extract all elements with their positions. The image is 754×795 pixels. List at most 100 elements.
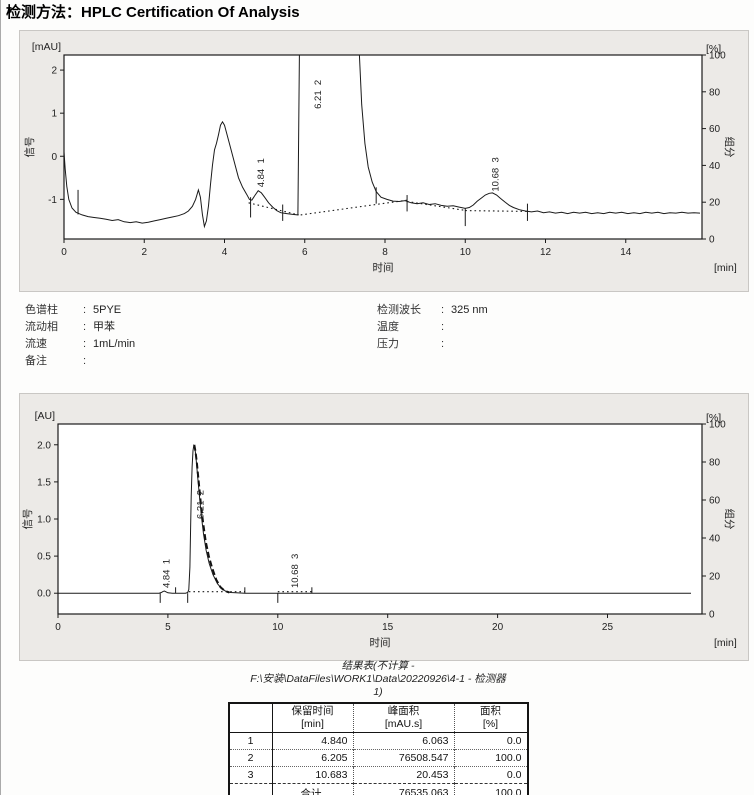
peak-label: 10.68 3 <box>490 157 501 191</box>
results-cell: 20.453 <box>352 765 454 784</box>
y2-axis-unit: [%] <box>706 412 721 424</box>
param-label: 流速 <box>25 338 47 350</box>
param-row: 压力: <box>377 336 488 353</box>
param-row: 温度: <box>377 319 488 336</box>
results-table-body: 1 4.840 6.063 0.0 2 6.205 76508.547 100.0 3 10.68… <box>228 731 528 795</box>
results-col-header: 面积 [%] <box>453 703 528 733</box>
peak-tail-dashed <box>193 444 230 594</box>
plot-frame <box>57 423 703 615</box>
param-label: 压力 <box>377 338 399 350</box>
param-colon: : <box>83 304 87 316</box>
param-label: 色谱柱 <box>25 304 58 316</box>
x-tick-label: 6 <box>302 247 308 258</box>
x-tick-label: 14 <box>620 247 632 258</box>
results-cell: 10.683 <box>271 765 353 784</box>
x-tick-label: 0 <box>61 247 67 258</box>
results-col-header: 保留时间 [min] <box>271 703 353 733</box>
peak-label: 6.21 2 <box>195 490 206 519</box>
x-tick-label: 8 <box>382 247 388 258</box>
param-label: 检测波长 <box>377 304 421 316</box>
param-colon: : <box>441 338 445 350</box>
x-axis-label: 时间 <box>370 636 391 649</box>
results-table-head: 保留时间 [min] 峰面积 [mAU.s] 面积 [%] <box>228 703 528 733</box>
results-row: 3 10.683 20.453 0.0 <box>228 765 528 784</box>
y-axis-unit: [AU] <box>35 410 56 422</box>
param-value: 1mL/min <box>93 338 136 350</box>
y-axis-title: 信号 <box>24 137 36 158</box>
param-value: 甲苯 <box>93 321 115 333</box>
results-cell: 2 <box>228 748 272 767</box>
y-tick-label: 2 <box>51 66 57 77</box>
y2-tick-label: 60 <box>709 496 721 507</box>
y2-tick-label: 100 <box>709 420 726 431</box>
results-cell: 100.0 <box>453 748 528 767</box>
results-cell: 合计 <box>271 782 353 795</box>
peak-label: 4.84 1 <box>162 559 173 588</box>
param-row: 备注: <box>25 353 135 370</box>
chromatogram-panel-bottom: 0 5 10 15 20 25 0.0 0.5 1.0 1.5 2.0 0 20 40 60 80 100 [AU… <box>19 393 749 661</box>
y2-tick-label: 40 <box>709 161 721 172</box>
results-col-header: 峰面积 [mAU.s] <box>352 703 454 733</box>
params-left: 色谱柱:5PYE 流动相: 甲苯 流速:1mL/min 备注: <box>25 302 135 370</box>
param-row: 色谱柱:5PYE <box>25 302 135 319</box>
param-row: 检测波长:325 nm <box>377 302 488 319</box>
y2-tick-label: 100 <box>709 51 726 62</box>
param-colon: : <box>83 321 87 333</box>
signal-trace <box>58 444 691 594</box>
x-tick-label: 5 <box>165 622 171 633</box>
param-row: 流动相: 甲苯 <box>25 319 135 336</box>
param-colon: : <box>441 321 445 333</box>
peak-label: 4.84 1 <box>256 158 267 187</box>
x-tick-label: 20 <box>492 622 504 633</box>
page-title: 检测方法：HPLC Certification Of Analysis <box>6 4 300 21</box>
param-label: 流动相 <box>25 321 58 333</box>
y-tick-label: -1 <box>48 195 57 206</box>
plot-frame <box>63 54 703 240</box>
y2-tick-label: 20 <box>709 572 721 583</box>
y2-tick-label: 80 <box>709 87 721 98</box>
results-col-header <box>228 703 272 733</box>
param-row: 流速:1mL/min <box>25 336 135 353</box>
results-title-line1: 结果表(不计算 - <box>341 660 415 672</box>
x-axis-unit: [min] <box>714 637 737 649</box>
x-tick-label: 4 <box>222 247 228 258</box>
results-section: 结果表(不计算 - F:\安装\DataFiles\WORK1\Data\202… <box>1 660 754 795</box>
results-cell: 3 <box>228 765 272 784</box>
y2-axis-title: 组分 <box>723 137 736 158</box>
params-right: 检测波长:325 nm 温度: 压力: <box>377 302 488 353</box>
y-tick-label: 0.5 <box>37 552 51 563</box>
y2-tick-label: 40 <box>709 534 721 545</box>
y-tick-label: 1.5 <box>37 477 51 488</box>
chromatogram-chart-bottom: 0 5 10 15 20 25 0.0 0.5 1.0 1.5 2.0 0 20 40 60 80 100 [AU… <box>22 410 737 649</box>
integration-baseline <box>407 200 464 211</box>
y-tick-label: 0.0 <box>37 589 51 600</box>
y-tick-label: 1.0 <box>37 515 51 526</box>
x-axis-label: 时间 <box>373 261 394 274</box>
y2-axis-title: 组分 <box>723 509 736 530</box>
y2-tick-label: 80 <box>709 458 721 469</box>
peak-label: 6.21 2 <box>313 80 324 109</box>
x-tick-label: 10 <box>272 622 284 633</box>
x-tick-label: 25 <box>602 622 614 633</box>
param-value: 5PYE <box>93 304 122 316</box>
y-axis-title: 信号 <box>22 509 34 530</box>
integration-baseline <box>465 210 528 212</box>
x-axis-unit: [min] <box>714 262 737 274</box>
results-cell: 6.063 <box>352 731 454 750</box>
results-cell <box>228 782 272 795</box>
param-colon: : <box>83 338 87 350</box>
y-tick-label: 1 <box>51 109 57 120</box>
x-tick-label: 0 <box>55 622 61 633</box>
chromatogram-panel-top: 0 2 4 6 8 10 12 14 -1 0 1 2 0 20 40 60 80 100 [mAU] [%] 时间 [m… <box>19 30 749 292</box>
results-title-line3: 1) <box>373 686 383 699</box>
y2-tick-label: 60 <box>709 124 721 135</box>
results-total-row: 合计 76535.063 100.0 <box>228 782 528 795</box>
results-cell: 0.0 <box>453 765 528 784</box>
y-axis-unit: [mAU] <box>32 41 61 53</box>
signal-trace <box>64 55 701 229</box>
peak-label: 10.68 3 <box>290 554 301 588</box>
results-cell: 0.0 <box>453 731 528 750</box>
x-tick-label: 15 <box>382 622 394 633</box>
y2-tick-label: 20 <box>709 198 721 209</box>
